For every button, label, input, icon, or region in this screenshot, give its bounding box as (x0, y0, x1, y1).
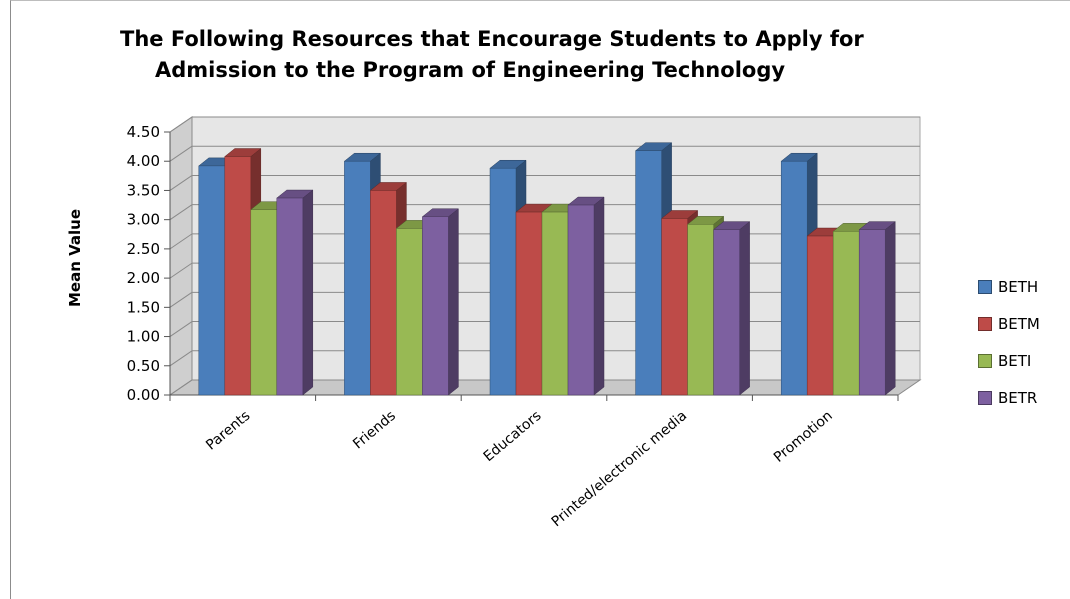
bar-front-face (198, 165, 226, 396)
y-tick-label: 3.50 (127, 181, 160, 199)
bar-front-face (687, 224, 714, 396)
bar-betr-2 (567, 196, 605, 396)
legend-item-betm: BETM (978, 315, 1040, 333)
legend-label: BETH (998, 278, 1039, 296)
y-tick-label: 2.50 (127, 240, 160, 258)
gridline-side (169, 145, 193, 162)
legend-label: BETR (998, 389, 1038, 407)
legend-swatch (978, 354, 992, 368)
bar-front-face (344, 160, 371, 396)
category-label-3: Printed/electronic media (549, 408, 690, 530)
bar-front-face (396, 228, 423, 396)
legend-label: BETM (998, 315, 1040, 333)
legend-swatch (978, 317, 992, 331)
bar-front-face (635, 150, 662, 396)
bar-front-face (661, 218, 688, 396)
gridline-side (169, 175, 193, 191)
gridline-side (169, 262, 193, 279)
legend-item-beti: BETI (978, 352, 1031, 370)
category-label-4: Promotion (771, 408, 836, 466)
bar-side-face (448, 208, 459, 396)
bar-front-face (713, 229, 740, 396)
bars-group (169, 142, 899, 401)
legend-swatch (978, 391, 992, 405)
bar-front-face (806, 235, 834, 396)
bar-betr-3 (712, 221, 751, 396)
bar-front-face (422, 216, 449, 396)
legend-item-beth: BETH (978, 278, 1038, 296)
y-tick-label: 3.00 (127, 211, 160, 229)
gridline-side (169, 116, 193, 133)
bar-front-face (780, 160, 808, 396)
bar-front-face (489, 167, 517, 396)
legend-item-betr: BETR (978, 389, 1037, 407)
legend-swatch (978, 280, 992, 294)
bar-front-face (567, 204, 595, 396)
bar-betr-4 (858, 221, 896, 396)
y-axis-label: Mean Value (66, 209, 84, 307)
y-tick-label: 0.50 (127, 357, 160, 375)
bar-side-face (884, 221, 896, 396)
bar-front-face (832, 231, 860, 396)
bar-front-face (515, 211, 543, 396)
gridline-side (169, 204, 193, 221)
category-label-0: Parents (203, 408, 253, 454)
bar-front-face (858, 229, 886, 396)
gridline-side (169, 321, 193, 337)
bar-front-face (224, 156, 252, 396)
bar-side-face (302, 189, 314, 396)
y-tick-label: 0.00 (127, 386, 160, 404)
chart-title-line-2: Admission to the Program of Engineering … (154, 58, 786, 82)
bar-front-face (541, 211, 569, 396)
bar-side-face (593, 196, 605, 396)
y-tick-label: 2.00 (127, 269, 160, 287)
category-label-2: Educators (481, 408, 545, 465)
gridline-side (169, 379, 193, 396)
chart-title-line-1: The Following Resources that Encourage S… (120, 27, 864, 51)
gridline-side (169, 291, 193, 308)
chart-title: The Following Resources that Encourage S… (120, 24, 864, 86)
bar-betr-1 (421, 208, 460, 396)
y-tick-label: 1.00 (127, 328, 160, 346)
y-tick-label: 4.00 (127, 152, 160, 170)
category-label-1: Friends (350, 408, 399, 453)
x-axis-categories: Parents Friends Educators Printed/electroni… (203, 408, 836, 530)
gridline-side (169, 233, 193, 250)
bar-side-face (739, 221, 750, 396)
gridline-side (169, 350, 193, 367)
y-axis-ticks: 0.00 0.50 1.00 1.50 2.00 2.50 3.00 3.50 4.00 4.50 (127, 123, 898, 404)
y-tick-label: 4.50 (127, 123, 160, 141)
legend-label: BETI (998, 352, 1032, 370)
y-tick-label: 1.50 (127, 298, 160, 316)
bar-front-face (370, 190, 397, 396)
bar-betr-0 (276, 189, 314, 396)
chart-frame (10, 0, 1070, 599)
bar-front-face (250, 209, 278, 396)
bar-front-face (276, 197, 304, 396)
